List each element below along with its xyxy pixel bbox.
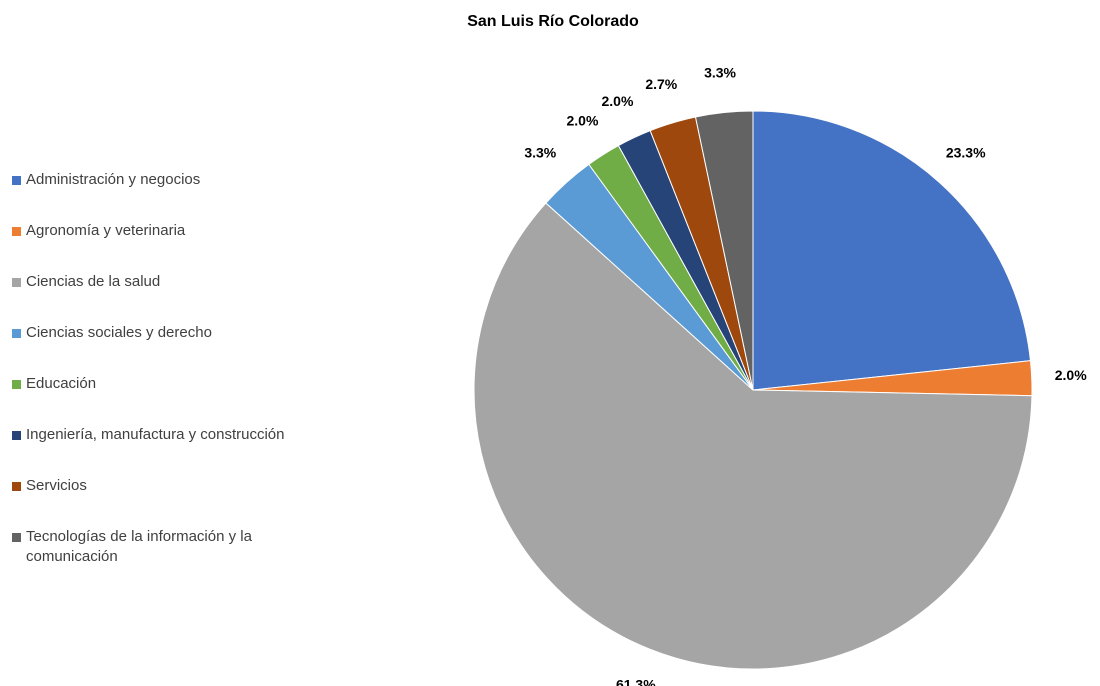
legend-item: Educación <box>12 374 352 425</box>
data-label: 3.3% <box>704 64 736 80</box>
legend-label: Administración y negocios <box>26 171 201 188</box>
chart-title: San Luis Río Colorado <box>467 13 639 30</box>
legend-swatch <box>12 431 21 440</box>
legend-swatch <box>12 278 21 287</box>
legend-label: Tecnologías de la información y la comun… <box>26 528 252 565</box>
data-label: 61.3% <box>616 676 656 686</box>
legend-label: Educación <box>26 375 97 392</box>
legend-item: Ciencias de la salud <box>12 272 352 323</box>
legend-label: Ciencias sociales y derecho <box>26 324 212 341</box>
legend: Administración y negocios Agronomía y vet… <box>12 170 352 578</box>
pie-slice <box>694 110 754 391</box>
legend-swatch <box>12 329 21 338</box>
data-label: 2.0% <box>602 93 634 109</box>
legend-swatch <box>12 227 21 236</box>
legend-item: Agronomía y veterinaria <box>12 221 352 272</box>
legend-label: Ingeniería, manufactura y construcción <box>26 426 285 443</box>
legend-item: Administración y negocios <box>12 170 352 221</box>
data-label: 3.3% <box>524 144 556 160</box>
legend-item: Servicios <box>12 476 352 527</box>
data-label: 2.0% <box>1055 367 1087 383</box>
legend-label: Servicios <box>26 477 87 494</box>
legend-item: Ciencias sociales y derecho <box>12 323 352 374</box>
legend-swatch <box>12 176 21 185</box>
legend-label: Agronomía y veterinaria <box>26 222 186 239</box>
legend-label: Ciencias de la salud <box>26 273 161 290</box>
pie-slice <box>473 202 1033 670</box>
data-label: 2.7% <box>645 76 677 92</box>
legend-item: Ingeniería, manufactura y construcción <box>12 425 352 476</box>
data-label: 2.0% <box>566 112 598 128</box>
data-label: 23.3% <box>946 144 986 160</box>
legend-item: Tecnologías de la información y la comun… <box>12 527 352 578</box>
legend-swatch <box>12 533 21 542</box>
legend-swatch <box>12 380 21 389</box>
legend-swatch <box>12 482 21 491</box>
pie-slice <box>752 110 1032 391</box>
